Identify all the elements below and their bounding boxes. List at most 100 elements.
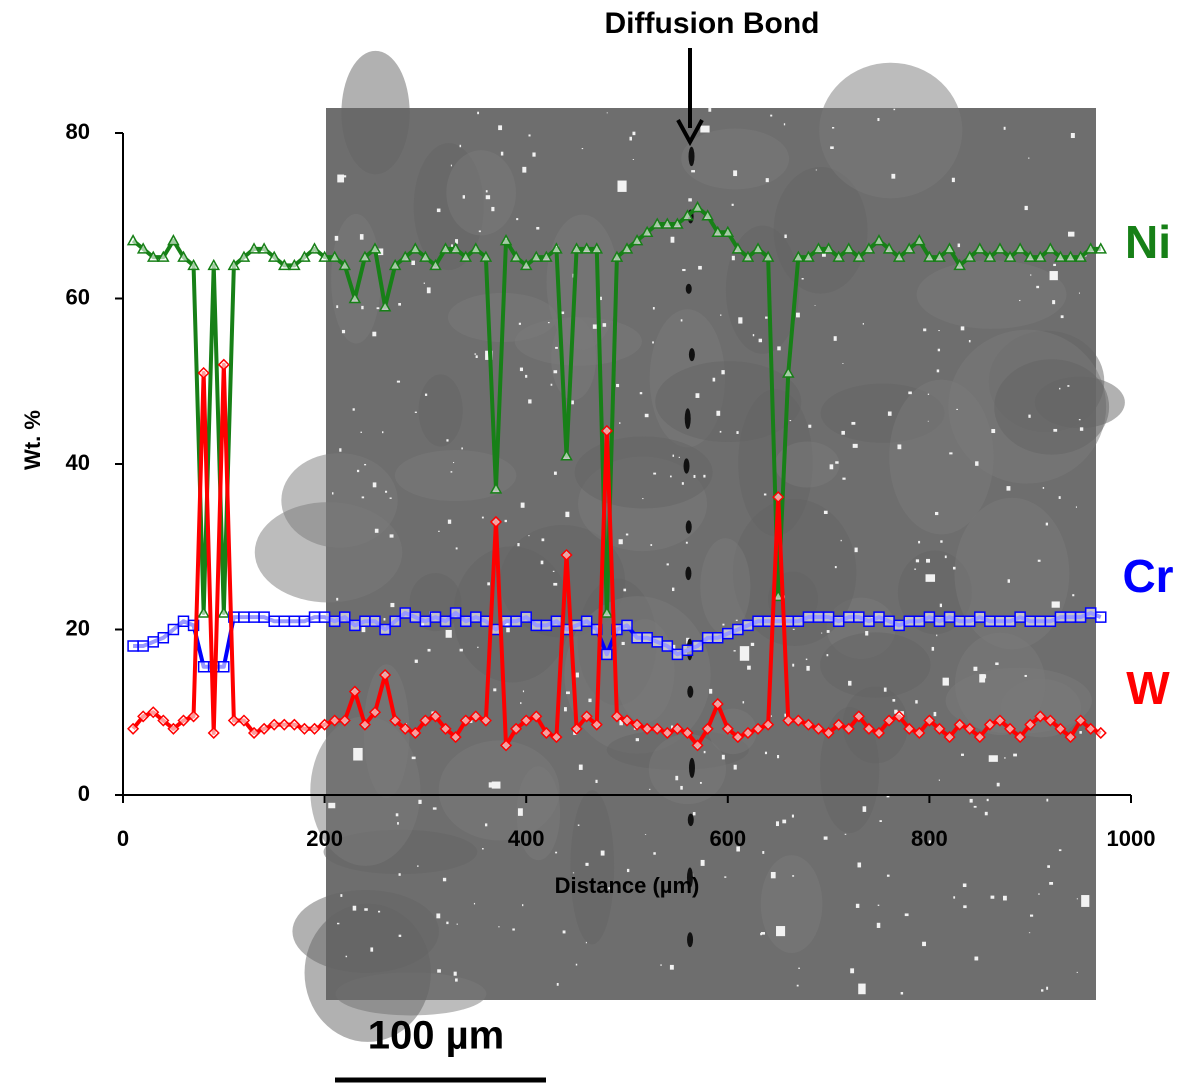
data-marker — [358, 718, 371, 731]
speck — [822, 253, 826, 257]
speck — [616, 383, 620, 388]
speck — [361, 305, 364, 310]
speck — [739, 646, 750, 661]
data-marker — [832, 718, 845, 731]
speck — [361, 626, 366, 633]
speck — [498, 926, 500, 928]
data-marker — [590, 242, 604, 254]
data-marker — [167, 722, 180, 735]
speck — [1041, 989, 1044, 992]
speck — [923, 328, 927, 332]
speck — [841, 430, 845, 435]
data-marker — [752, 615, 764, 627]
speck — [956, 408, 958, 410]
speck — [352, 905, 357, 911]
pore — [687, 932, 694, 948]
data-marker — [1054, 722, 1067, 735]
speck — [848, 680, 852, 686]
data-marker — [721, 225, 735, 238]
grain — [341, 50, 410, 175]
pore — [684, 408, 691, 430]
grain — [446, 150, 517, 236]
data-marker — [308, 242, 321, 254]
speck — [927, 420, 929, 422]
data-marker — [409, 611, 422, 623]
data-marker — [711, 225, 724, 238]
speck — [447, 519, 452, 524]
pore — [685, 566, 692, 581]
data-marker — [882, 242, 896, 254]
data-marker — [126, 234, 140, 246]
data-marker — [419, 714, 432, 727]
data-marker — [671, 217, 684, 229]
speck — [575, 672, 579, 678]
data-marker — [187, 710, 200, 723]
speck — [736, 431, 739, 434]
speck — [462, 195, 465, 199]
speck — [1049, 882, 1054, 885]
speck — [834, 566, 837, 569]
data-marker — [843, 611, 855, 623]
speck — [735, 619, 738, 621]
grain — [954, 632, 1046, 736]
data-marker — [318, 250, 331, 262]
data-marker — [308, 611, 321, 623]
data-marker — [247, 726, 261, 739]
speck — [940, 540, 943, 543]
speck — [680, 785, 683, 790]
speck — [765, 316, 768, 319]
speck — [642, 498, 644, 500]
data-marker — [237, 714, 251, 727]
data-marker — [1013, 242, 1027, 254]
data-marker — [852, 250, 866, 262]
speck — [436, 208, 441, 213]
speck — [474, 353, 477, 355]
data-marker — [1084, 242, 1097, 254]
speck — [478, 230, 481, 233]
data-marker — [913, 234, 926, 246]
speck — [973, 666, 978, 671]
data-marker — [399, 607, 411, 619]
speck — [522, 904, 524, 907]
speck — [936, 369, 940, 373]
x-tick-label: 200 — [306, 826, 343, 851]
speck — [914, 568, 917, 570]
speck — [532, 152, 536, 157]
speck — [481, 516, 484, 519]
speck — [336, 597, 339, 601]
speck — [763, 493, 767, 496]
data-marker — [872, 234, 886, 246]
data-marker — [862, 242, 876, 254]
data-marker — [218, 660, 230, 673]
speck — [398, 873, 401, 876]
scale-bar-label: 100 µm — [368, 1014, 504, 1058]
data-marker — [358, 250, 372, 262]
data-marker — [902, 242, 916, 254]
speck — [442, 877, 447, 882]
data-marker — [711, 697, 724, 711]
speck — [516, 218, 519, 221]
speck — [343, 175, 347, 178]
speck — [485, 195, 491, 200]
data-marker — [267, 250, 281, 262]
speck — [426, 287, 431, 294]
speck — [1052, 300, 1056, 305]
data-marker — [953, 718, 966, 731]
data-marker — [802, 611, 815, 623]
speck — [536, 226, 540, 230]
speck — [936, 634, 938, 637]
speck — [1007, 579, 1010, 583]
data-marker — [640, 225, 654, 238]
speck — [879, 820, 882, 822]
speck — [897, 444, 902, 450]
speck — [986, 798, 989, 802]
data-marker — [207, 258, 220, 271]
y-tick-label: 80 — [66, 119, 90, 144]
data-marker — [560, 449, 573, 461]
data-marker — [217, 358, 230, 371]
data-marker — [338, 714, 351, 727]
speck — [963, 905, 967, 909]
speck — [562, 930, 566, 934]
data-marker — [722, 627, 734, 640]
speck — [372, 482, 377, 488]
